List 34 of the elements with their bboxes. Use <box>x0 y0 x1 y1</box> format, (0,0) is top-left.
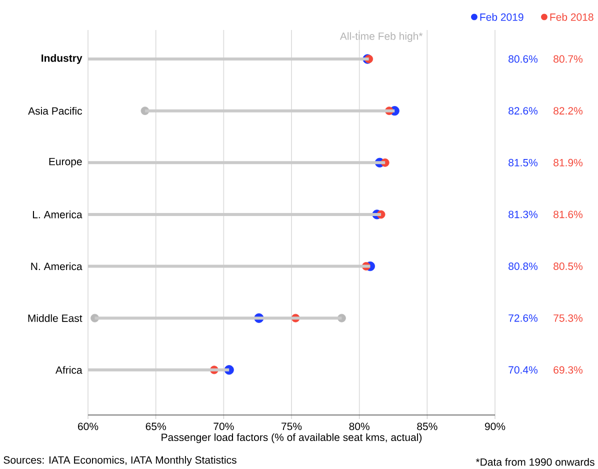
data-label: 72.6% <box>508 314 538 322</box>
x-tick-label: 75% <box>282 422 302 430</box>
y-tick-label: Middle East <box>28 314 82 322</box>
legend-label: Feb 2019 <box>480 13 524 21</box>
data-label: 81.9% <box>554 158 583 166</box>
data-label: 80.7% <box>554 55 583 63</box>
data-label: 82.2% <box>554 107 583 115</box>
data-label: 81.6% <box>554 210 583 218</box>
data-label: 69.3% <box>554 366 583 374</box>
y-tick-label: L. America <box>32 210 82 218</box>
data-label: 81.5% <box>508 158 538 166</box>
x-axis-title: Passenger load factors (% of available seat kms, actual) <box>162 433 422 444</box>
x-tick-label: 60% <box>78 422 98 430</box>
x-tick-label: 85% <box>417 422 438 430</box>
legend-label: Feb 2018 <box>550 13 594 21</box>
data-label: 80.6% <box>508 55 538 63</box>
y-tick-label: Africa <box>55 366 82 374</box>
data-label: 82.6% <box>508 107 538 115</box>
y-tick-label: Industry <box>42 54 82 64</box>
text: *Data from 1990 onwards <box>476 458 594 466</box>
x-tick-label: 70% <box>214 422 234 430</box>
x-tick-label: 80% <box>349 422 370 430</box>
y-tick-label: Europe <box>49 158 82 168</box>
data-label: 70.4% <box>508 366 538 374</box>
data-label: 75.3% <box>554 314 583 322</box>
x-tick-label: 90% <box>484 422 506 430</box>
data-label: 80.5% <box>554 262 583 270</box>
data-label: 81.3% <box>508 210 538 218</box>
y-tick-label: Asia Pacific <box>28 106 82 115</box>
y-tick-label: N. America <box>31 262 82 270</box>
data-label: 80.8% <box>508 262 538 270</box>
source-note: Sources: IATA Economics, IATA Monthly Statistics <box>4 456 236 466</box>
x-tick-label: 65% <box>146 422 166 430</box>
annotation: All-time Feb high* <box>340 32 423 42</box>
